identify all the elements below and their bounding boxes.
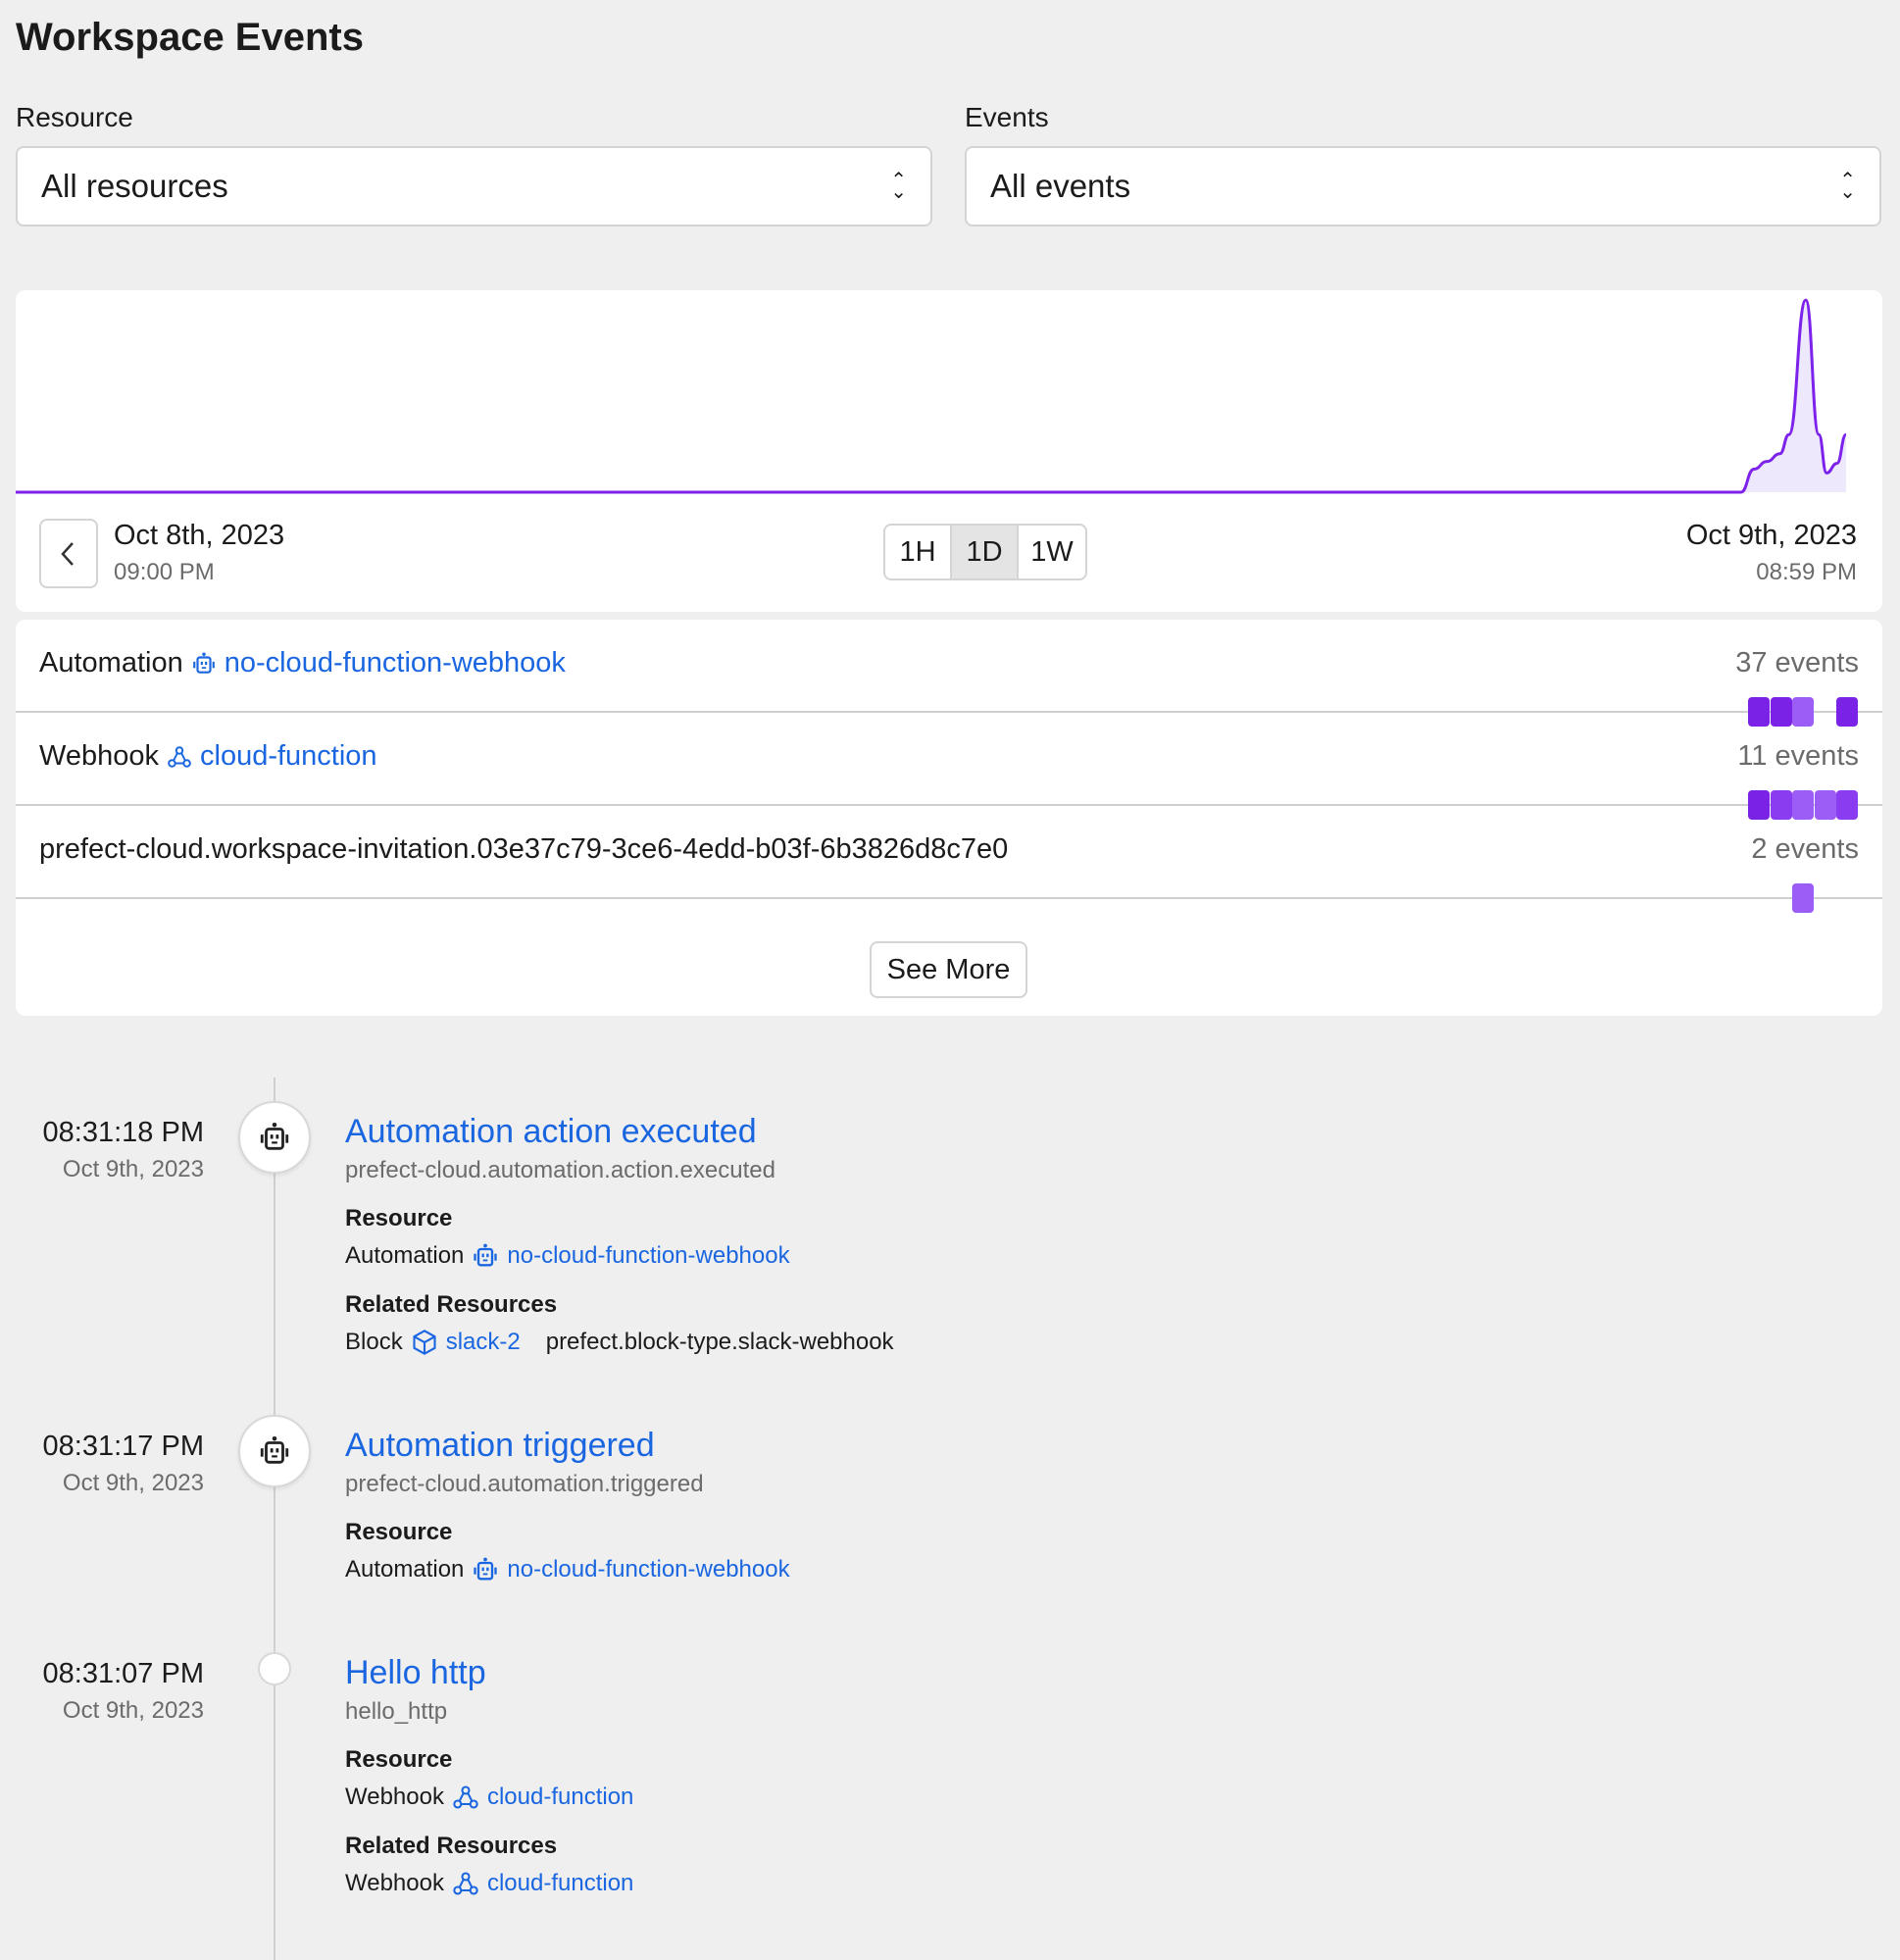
start-time: 09:00 PM xyxy=(114,559,215,585)
event-title-link[interactable]: Hello http xyxy=(345,1654,486,1691)
resource-heading: Resource xyxy=(345,1519,453,1545)
event-bucket[interactable] xyxy=(1770,697,1792,727)
resource-link[interactable]: no-cloud-function-webhook xyxy=(507,1242,790,1269)
event-date: Oct 9th, 2023 xyxy=(62,1470,204,1496)
related-heading: Related Resources xyxy=(345,1833,558,1859)
end-date: Oct 9th, 2023 xyxy=(1685,520,1857,551)
related-type: Block xyxy=(345,1329,403,1355)
event-date: Oct 9th, 2023 xyxy=(62,1156,204,1182)
related-resource: Webhook cloud-function xyxy=(345,1870,633,1897)
webhook-icon xyxy=(452,1784,479,1811)
start-date: Oct 8th, 2023 xyxy=(114,520,285,551)
event-count: 11 events xyxy=(1737,740,1859,772)
event-bucket[interactable] xyxy=(1748,790,1770,820)
related-link[interactable]: slack-2 xyxy=(445,1329,521,1355)
end-time: 08:59 PM xyxy=(1756,559,1857,585)
range-1w-button[interactable]: 1W xyxy=(1030,535,1074,568)
robot-icon xyxy=(258,1121,291,1154)
resource-link[interactable]: no-cloud-function-webhook xyxy=(224,647,566,678)
event-icon xyxy=(238,1101,311,1174)
cube-icon xyxy=(411,1329,438,1356)
event-name: prefect-cloud.automation.triggered xyxy=(345,1471,704,1497)
event-bucket[interactable] xyxy=(1748,697,1770,727)
chart-series-line xyxy=(16,298,1848,494)
events-area-chart xyxy=(16,298,1848,494)
related-resource: Block slack-2 prefect.block-type.slack-web… xyxy=(345,1329,894,1356)
robot-icon xyxy=(258,1434,291,1468)
resource-row: prefect-cloud.workspace-invitation.03e37… xyxy=(16,806,1882,913)
event-bucket[interactable] xyxy=(1792,790,1814,820)
event-title-link[interactable]: Automation triggered xyxy=(345,1427,655,1464)
event-date: Oct 9th, 2023 xyxy=(62,1697,204,1724)
event-resource: Webhook cloud-function xyxy=(345,1784,633,1811)
range-1d-button[interactable]: 1D xyxy=(952,526,1019,578)
resource-heading: Resource xyxy=(345,1746,453,1773)
previous-range-button[interactable] xyxy=(39,519,98,588)
related-block-type: prefect.block-type.slack-webhook xyxy=(545,1329,894,1355)
range-1h-button[interactable]: 1H xyxy=(885,526,952,578)
event-title-link[interactable]: Automation action executed xyxy=(345,1113,757,1150)
resource-select-value: All resources xyxy=(41,168,228,204)
timeline-line xyxy=(274,1078,275,1960)
robot-icon xyxy=(472,1556,499,1583)
resource-link[interactable]: cloud-function xyxy=(486,1784,634,1810)
resource-type: Automation xyxy=(39,647,183,678)
events-select[interactable]: All events ⌃ ⌄ xyxy=(965,146,1881,226)
event-icon xyxy=(238,1415,311,1487)
resource-name: prefect-cloud.workspace-invitation.03e37… xyxy=(39,833,1009,865)
event-bucket[interactable] xyxy=(1770,790,1792,820)
event-count: 37 events xyxy=(1735,647,1859,678)
chevron-left-icon xyxy=(61,541,74,566)
event-count: 2 events xyxy=(1751,833,1859,865)
page-title: Workspace Events xyxy=(16,16,364,59)
webhook-icon xyxy=(167,744,192,770)
event-bucket[interactable] xyxy=(1836,697,1858,727)
event-bucket[interactable] xyxy=(1836,790,1858,820)
event-time: 08:31:18 PM xyxy=(42,1117,204,1148)
events-select-value: All events xyxy=(990,168,1131,204)
resource-row: Webhook cloud-function 11 events xyxy=(16,713,1882,820)
chevron-updown-icon: ⌃ ⌄ xyxy=(890,170,907,203)
event-bucket[interactable] xyxy=(1792,697,1814,727)
related-link[interactable]: cloud-function xyxy=(486,1870,634,1896)
related-type: Webhook xyxy=(345,1870,444,1896)
event-resource: Automation no-cloud-function-webhook xyxy=(345,1242,790,1270)
event-time: 08:31:07 PM xyxy=(42,1658,204,1689)
chevron-updown-icon: ⌃ ⌄ xyxy=(1839,170,1856,203)
resource-link[interactable]: no-cloud-function-webhook xyxy=(507,1556,790,1583)
range-selector: 1H 1D 1W xyxy=(883,524,1087,580)
webhook-icon xyxy=(452,1870,479,1897)
resource-type: Automation xyxy=(345,1556,465,1583)
resource-type: Webhook xyxy=(39,740,159,772)
related-heading: Related Resources xyxy=(345,1291,558,1318)
chart-area-fill xyxy=(16,300,1846,492)
resource-row: Automation no-cloud-function-webhook 37 ev… xyxy=(16,620,1882,727)
chart-card xyxy=(16,290,1882,612)
robot-icon xyxy=(191,651,217,677)
resource-select[interactable]: All resources ⌃ ⌄ xyxy=(16,146,932,226)
events-label: Events xyxy=(965,102,1049,132)
event-time: 08:31:17 PM xyxy=(42,1431,204,1462)
resource-type: Automation xyxy=(345,1242,465,1269)
see-more-button[interactable]: See More xyxy=(870,941,1027,998)
event-bucket[interactable] xyxy=(1814,790,1836,820)
event-name: prefect-cloud.automation.action.executed xyxy=(345,1157,775,1183)
event-bucket[interactable] xyxy=(1792,883,1814,913)
resource-type: Webhook xyxy=(345,1784,444,1810)
event-resource: Automation no-cloud-function-webhook xyxy=(345,1556,790,1583)
robot-icon xyxy=(472,1242,499,1270)
resource-heading: Resource xyxy=(345,1205,453,1231)
resource-link[interactable]: cloud-function xyxy=(200,740,377,772)
resource-label: Resource xyxy=(16,102,133,132)
event-dot xyxy=(258,1652,291,1685)
event-name: hello_http xyxy=(345,1698,448,1725)
